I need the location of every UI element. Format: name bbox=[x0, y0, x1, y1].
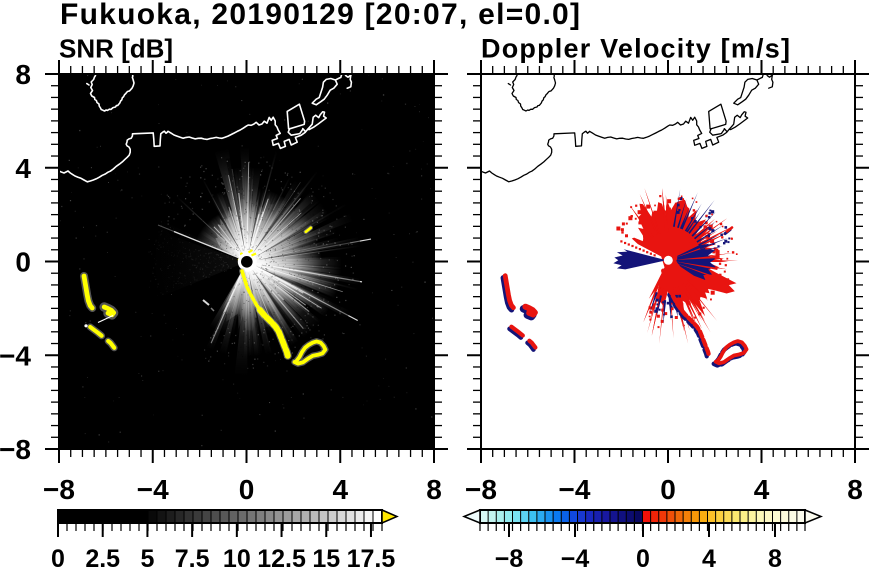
svg-text:0: 0 bbox=[15, 247, 31, 278]
svg-text:2.5: 2.5 bbox=[85, 545, 120, 570]
svg-text:0: 0 bbox=[636, 545, 650, 570]
svg-text:0: 0 bbox=[51, 545, 65, 570]
svg-text:−4: −4 bbox=[559, 474, 591, 505]
svg-text:Doppler Velocity [m/s]: Doppler Velocity [m/s] bbox=[481, 34, 790, 64]
svg-text:4: 4 bbox=[754, 474, 770, 505]
svg-text:4: 4 bbox=[332, 474, 348, 505]
svg-text:−4: −4 bbox=[137, 474, 169, 505]
svg-text:4: 4 bbox=[15, 153, 31, 184]
svg-text:Fukuoka, 20190129 [20:07, el=0: Fukuoka, 20190129 [20:07, el=0.0] bbox=[60, 0, 580, 31]
svg-text:−4: −4 bbox=[561, 545, 590, 570]
svg-text:7.5: 7.5 bbox=[175, 545, 210, 570]
svg-text:8: 8 bbox=[847, 474, 863, 505]
svg-text:17.5: 17.5 bbox=[347, 545, 396, 570]
svg-text:12.5: 12.5 bbox=[257, 545, 306, 570]
svg-text:15: 15 bbox=[312, 545, 340, 570]
svg-text:−8: −8 bbox=[43, 474, 75, 505]
svg-text:0: 0 bbox=[239, 474, 255, 505]
svg-text:8: 8 bbox=[426, 474, 442, 505]
svg-text:8: 8 bbox=[15, 59, 31, 90]
svg-text:−8: −8 bbox=[465, 474, 497, 505]
svg-text:8: 8 bbox=[768, 545, 782, 570]
svg-text:0: 0 bbox=[660, 474, 676, 505]
svg-text:−4: −4 bbox=[0, 340, 31, 371]
svg-text:10: 10 bbox=[223, 545, 251, 570]
svg-text:−8: −8 bbox=[0, 434, 31, 465]
svg-text:−8: −8 bbox=[495, 545, 524, 570]
svg-text:SNR [dB]: SNR [dB] bbox=[59, 34, 173, 64]
svg-text:5: 5 bbox=[140, 545, 154, 570]
svg-text:4: 4 bbox=[702, 545, 716, 570]
